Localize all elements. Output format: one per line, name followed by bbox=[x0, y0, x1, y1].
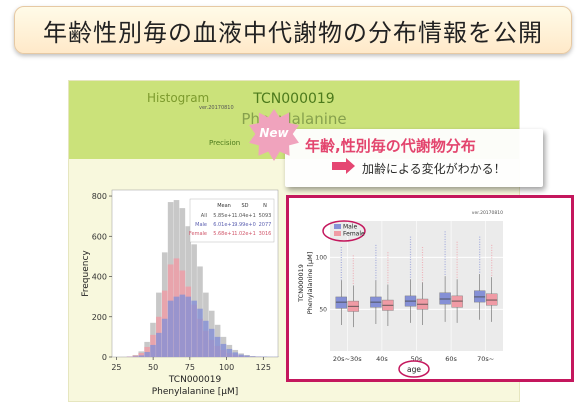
new-badge-label: New bbox=[259, 126, 289, 140]
histogram-bar-male bbox=[161, 318, 168, 357]
banner-title: 年齢性別毎の血液中代謝物の分布情報を公開 bbox=[43, 19, 543, 47]
boxplot-x-tick-label: 40s bbox=[376, 355, 388, 363]
callout-headline: 年齢,性別毎の代謝物分布 bbox=[305, 137, 476, 155]
histogram-y-tick-label: 200 bbox=[92, 313, 107, 322]
boxplot-y-axis-subtitle: Phenylalanine [μM] bbox=[306, 252, 314, 315]
stats-table-cell: Male bbox=[195, 222, 207, 228]
histogram-x-axis-subtitle: Phenylalanine [μM] bbox=[152, 387, 239, 397]
histogram-bar-female bbox=[132, 355, 139, 357]
stats-table-cell: 5.85e+1 bbox=[213, 213, 235, 219]
stats-table-cell: 5093 bbox=[259, 213, 272, 219]
histogram-version: ver.20170810 bbox=[199, 105, 234, 111]
histogram-x-tick-label: 100 bbox=[219, 363, 234, 372]
age-axis-highlight bbox=[398, 360, 430, 378]
histogram-x-tick-label: 75 bbox=[185, 363, 195, 372]
histogram-bar-male bbox=[185, 296, 192, 357]
boxplot-box-male bbox=[335, 296, 347, 309]
boxplot-box-female bbox=[486, 293, 498, 306]
boxplot-x-tick-label: 50s bbox=[411, 355, 423, 363]
stats-table-cell: 1.04e+1 bbox=[234, 213, 256, 219]
histogram-bar-male bbox=[138, 355, 145, 357]
boxplot-box-male bbox=[474, 290, 486, 303]
arrow-head-icon bbox=[346, 158, 355, 174]
histogram-bar-male bbox=[173, 296, 180, 357]
histogram-bar-male bbox=[238, 354, 244, 357]
histogram-bar-male bbox=[167, 300, 174, 357]
stats-table-cell: 6.01e+1 bbox=[213, 222, 235, 228]
title-banner: 年齢性別毎の血液中代謝物の分布情報を公開 bbox=[14, 6, 572, 54]
histogram-bar-male bbox=[144, 351, 150, 357]
boxplot-x-tick-label: 20s~30s bbox=[333, 355, 362, 363]
feature-callout: 年齢,性別毎の代謝物分布 加齢による変化がわかる！ bbox=[285, 129, 543, 187]
stats-table-cell: 1.02e+1 bbox=[234, 231, 256, 237]
boxplot-y-tick-label: 100 bbox=[316, 254, 328, 261]
histogram-bar-male bbox=[203, 320, 209, 357]
boxplot-version: ver.20170810 bbox=[472, 210, 503, 216]
stats-table-header: N bbox=[263, 203, 267, 209]
legend-swatch-female bbox=[334, 231, 341, 236]
record-id: TCN000019 bbox=[253, 91, 335, 107]
histogram-x-tick-label: 125 bbox=[256, 363, 271, 372]
stats-table-cell: 2077 bbox=[259, 222, 272, 228]
histogram-bar-male bbox=[214, 336, 221, 357]
histogram-y-tick-label: 600 bbox=[92, 232, 107, 241]
histogram-bar-male bbox=[250, 356, 256, 357]
stats-table-cell: All bbox=[201, 213, 207, 219]
histogram-bar-male bbox=[132, 356, 139, 357]
histogram-x-tick-label: 25 bbox=[111, 363, 121, 372]
histogram-bar-female bbox=[138, 352, 145, 357]
stats-table-cell: 9.99e+0 bbox=[234, 222, 256, 228]
histogram-bar-male bbox=[244, 355, 250, 357]
histogram-bar-male bbox=[208, 328, 215, 357]
histogram-y-tick-label: 400 bbox=[92, 273, 107, 282]
histogram-bar-male bbox=[156, 332, 162, 357]
legend-label-male: Male bbox=[343, 224, 358, 231]
histogram-x-tick-label: 50 bbox=[148, 363, 158, 372]
histogram-y-tick-label: 0 bbox=[102, 353, 107, 362]
boxplot-box-male bbox=[439, 292, 451, 305]
histogram-bar-male bbox=[226, 348, 233, 357]
histogram-y-tick-label: 800 bbox=[92, 192, 107, 201]
boxplot-x-tick-label: 70s~ bbox=[477, 355, 494, 363]
record-precision-label: Precision bbox=[209, 139, 241, 147]
stats-table-header: SD bbox=[241, 203, 248, 209]
boxplot-x-axis-title: age bbox=[407, 365, 421, 374]
legend-highlight bbox=[322, 220, 366, 242]
boxplot-y-tick-label: 50 bbox=[319, 306, 327, 313]
histogram-bar-male bbox=[232, 352, 239, 357]
stats-table bbox=[189, 198, 275, 243]
stats-table-header: Mean bbox=[217, 203, 231, 209]
stats-table-cell: Female bbox=[189, 231, 207, 237]
arrow-right-icon bbox=[332, 162, 346, 170]
histogram-bar-male bbox=[179, 294, 186, 357]
stats-table-cell: 5.68e+1 bbox=[213, 231, 235, 237]
boxplot-x-tick-label: 60s bbox=[445, 355, 457, 363]
histogram-bar-male bbox=[197, 308, 203, 357]
legend-swatch-male bbox=[334, 224, 341, 229]
callout-note: 加齢による変化がわかる！ bbox=[362, 162, 506, 176]
histogram-y-axis-title: Frequency bbox=[81, 250, 91, 297]
histogram-bar-male bbox=[150, 344, 156, 357]
histogram-title: Histogram bbox=[147, 91, 210, 105]
boxplot-box-female bbox=[451, 295, 463, 308]
boxplot-y-axis-title: TCN000019 bbox=[297, 264, 305, 303]
histogram-bar-male bbox=[220, 343, 227, 357]
histogram-bar-male bbox=[191, 300, 197, 357]
histogram-x-axis-title: TCN000019 bbox=[168, 375, 222, 385]
stats-table-cell: 3016 bbox=[259, 231, 272, 237]
legend-label-female: Female bbox=[343, 231, 365, 238]
